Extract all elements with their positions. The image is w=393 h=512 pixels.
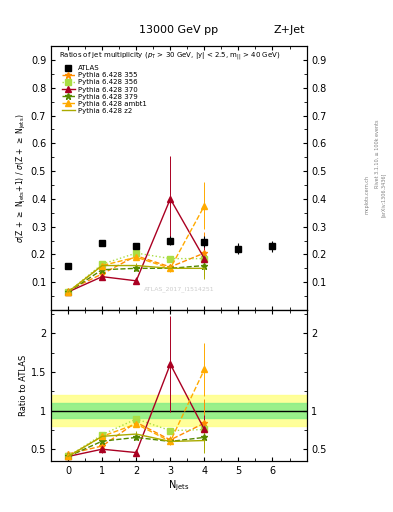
Y-axis label: $\sigma$(Z + $\geq$ N$_{\rm jets}$+1) / $\sigma$(Z + $\geq$ N$_{\rm jets}$): $\sigma$(Z + $\geq$ N$_{\rm jets}$+1) / …	[15, 113, 28, 243]
Text: Z+Jet: Z+Jet	[273, 25, 305, 35]
Text: [arXiv:1306.3436]: [arXiv:1306.3436]	[381, 173, 386, 217]
X-axis label: N$_{\rm jets}$: N$_{\rm jets}$	[168, 478, 189, 493]
Y-axis label: Ratio to ATLAS: Ratio to ATLAS	[19, 355, 28, 416]
Text: Ratios of jet multiplicity ($p_{\rm T}$ > 30 GeV, |y| < 2.5, m$_{\rm ||}$ > 40 G: Ratios of jet multiplicity ($p_{\rm T}$ …	[59, 50, 280, 62]
Text: mcplots.cern.ch: mcplots.cern.ch	[365, 175, 370, 214]
Text: 13000 GeV pp: 13000 GeV pp	[139, 25, 219, 35]
Text: Rivet 3.1.10, ≥ 100k events: Rivet 3.1.10, ≥ 100k events	[375, 119, 380, 188]
Legend: ATLAS, Pythia 6.428 355, Pythia 6.428 356, Pythia 6.428 370, Pythia 6.428 379, P: ATLAS, Pythia 6.428 355, Pythia 6.428 35…	[62, 66, 146, 114]
Text: ATLAS_2017_I1514251: ATLAS_2017_I1514251	[143, 286, 214, 292]
